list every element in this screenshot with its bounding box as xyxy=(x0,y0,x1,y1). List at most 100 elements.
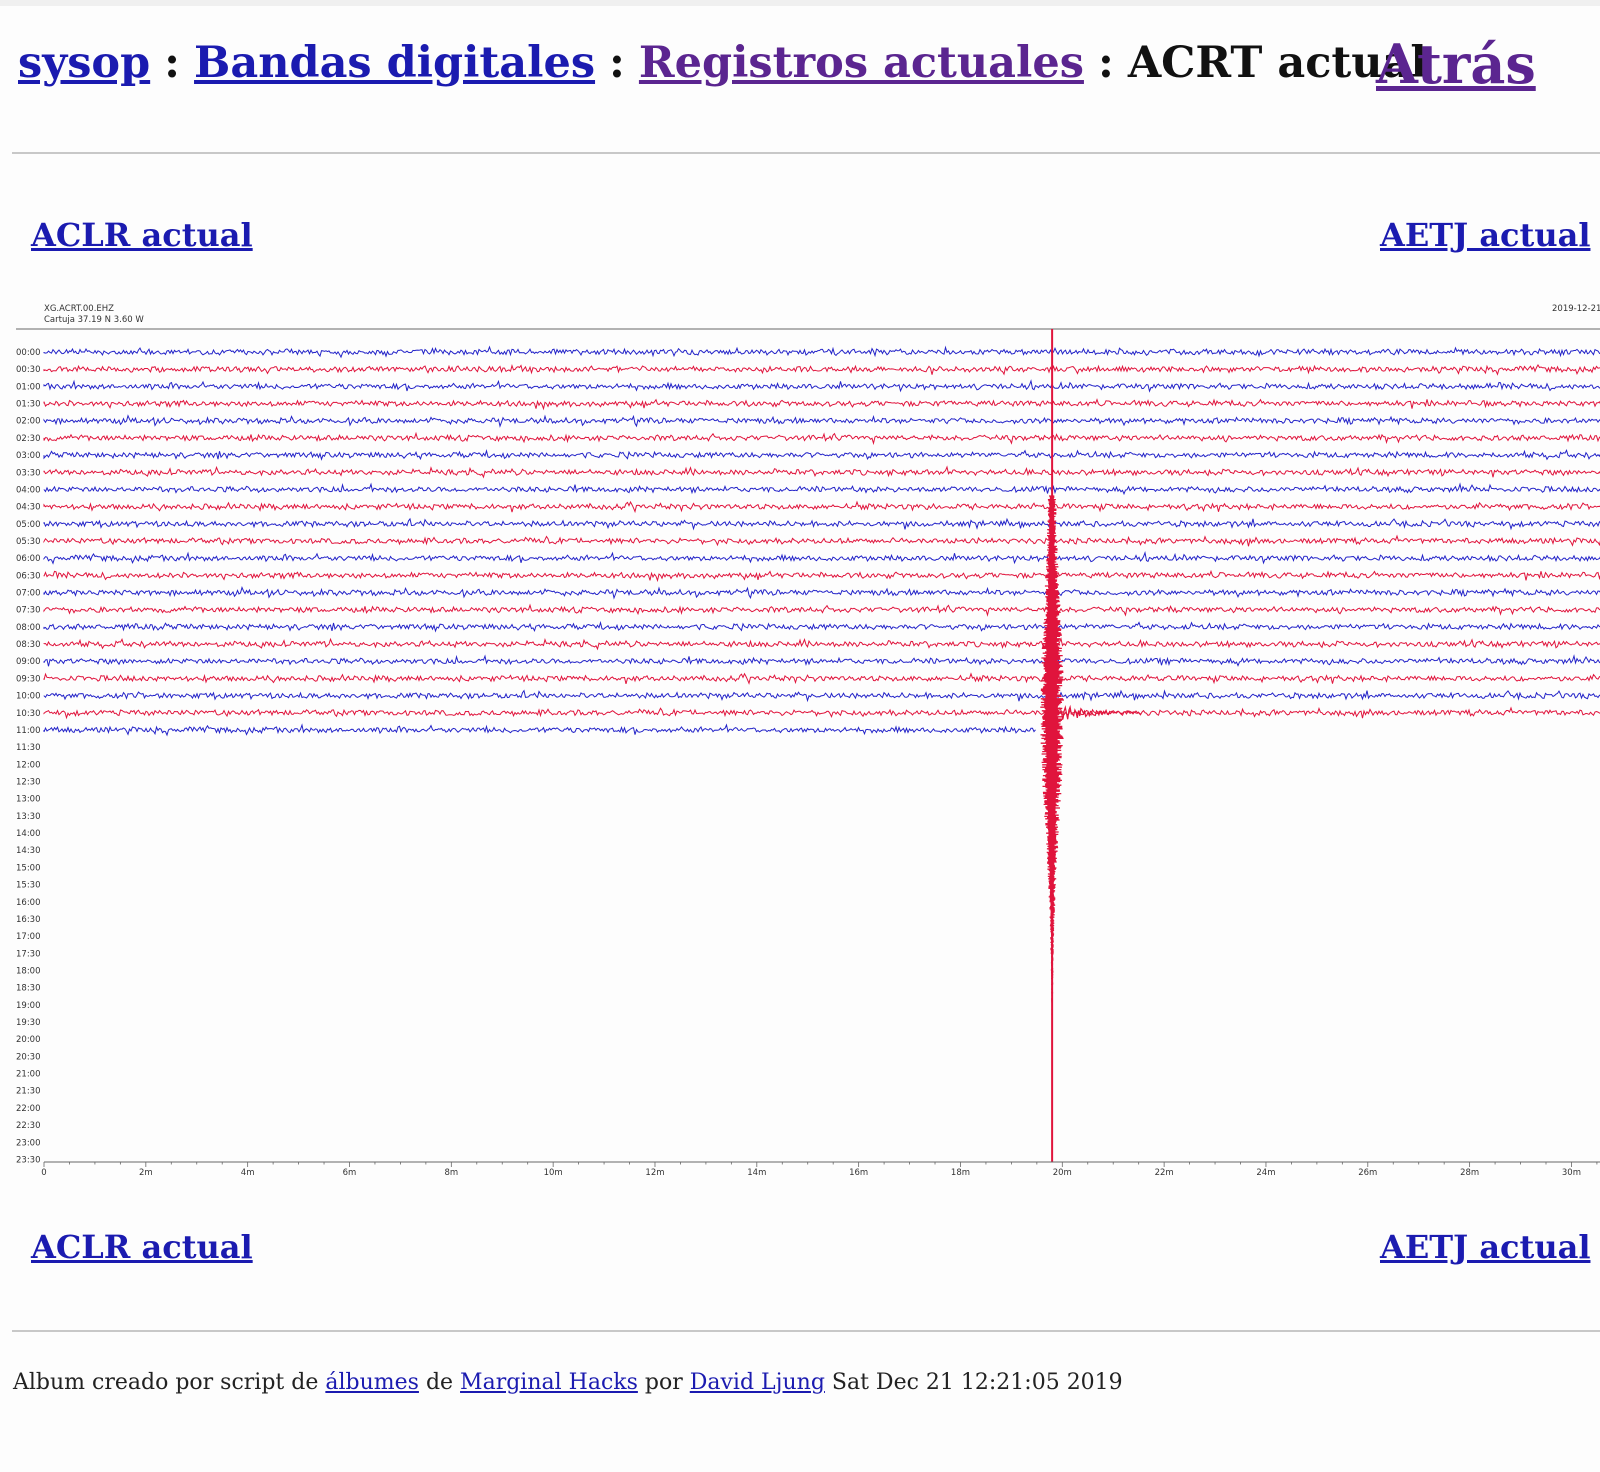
row-time-label: 14:30 xyxy=(16,846,41,856)
row-time-label: 20:00 xyxy=(16,1035,41,1045)
seismic-trace xyxy=(43,585,1600,600)
row-time-label: 10:30 xyxy=(16,709,41,719)
earthquake-signal xyxy=(1040,495,1064,1119)
seismic-trace xyxy=(43,482,1600,496)
row-time-label: 11:30 xyxy=(16,743,41,753)
prev-image-link[interactable]: ACLR actual xyxy=(31,216,253,254)
seismic-trace xyxy=(43,465,1600,479)
next-image-link-bottom[interactable]: AETJ actual xyxy=(1380,1228,1591,1266)
row-time-label: 05:00 xyxy=(16,520,41,530)
prev-image-link-bottom[interactable]: ACLR actual xyxy=(31,1228,253,1266)
seismic-trace xyxy=(43,398,1600,411)
row-time-label: 02:00 xyxy=(16,417,41,427)
x-tick-label: 12m xyxy=(645,1168,664,1178)
albums-link[interactable]: álbumes xyxy=(325,1370,419,1395)
row-time-label: 00:30 xyxy=(16,365,41,375)
breadcrumb-separator: : xyxy=(609,38,625,88)
seismic-trace xyxy=(43,448,1600,461)
row-time-label: 06:00 xyxy=(16,554,41,564)
top-bar xyxy=(0,0,1600,6)
row-time-label: 08:00 xyxy=(16,623,41,633)
row-time-label: 22:00 xyxy=(16,1104,41,1114)
page-title: ACRT actual xyxy=(1127,38,1427,88)
row-time-label: 06:30 xyxy=(16,571,41,581)
row-time-label: 05:30 xyxy=(16,537,41,547)
row-time-label: 15:30 xyxy=(16,881,41,891)
row-time-label: 23:30 xyxy=(16,1155,41,1165)
marginal-hacks-link[interactable]: Marginal Hacks xyxy=(460,1370,638,1395)
footer: Album creado por script de álbumes de Ma… xyxy=(13,1370,1123,1395)
row-time-label: 07:30 xyxy=(16,606,41,616)
row-time-label: 11:00 xyxy=(16,726,41,736)
row-time-label: 03:30 xyxy=(16,468,41,478)
row-time-label: 07:00 xyxy=(16,589,41,599)
footer-text: de xyxy=(425,1370,454,1395)
x-tick-label: 22m xyxy=(1155,1168,1174,1178)
footer-text: por xyxy=(644,1370,683,1395)
seismic-trace xyxy=(43,431,1600,446)
next-image-link[interactable]: AETJ actual xyxy=(1380,216,1591,254)
x-tick-label: 18m xyxy=(951,1168,970,1178)
x-tick-label: 14m xyxy=(747,1168,766,1178)
breadcrumb-separator: : xyxy=(164,38,181,88)
row-time-label: 14:00 xyxy=(16,829,41,839)
row-time-label: 23:00 xyxy=(16,1138,41,1148)
x-tick-label: 24m xyxy=(1256,1168,1275,1178)
seismic-trace xyxy=(43,620,1600,633)
seismic-trace xyxy=(43,723,1036,737)
back-link[interactable]: Atrás xyxy=(1376,32,1536,96)
x-tick-label: 28m xyxy=(1460,1168,1479,1178)
footer-text: Album creado por script de xyxy=(13,1370,319,1395)
row-time-label: 01:00 xyxy=(16,382,41,392)
row-time-label: 18:30 xyxy=(16,984,41,994)
row-time-label: 12:00 xyxy=(16,760,41,770)
divider xyxy=(12,152,1600,154)
seismic-trace xyxy=(43,345,1600,359)
seismic-trace xyxy=(43,603,1600,617)
x-tick-label: 6m xyxy=(343,1168,357,1178)
row-time-label: 01:30 xyxy=(16,400,41,410)
row-time-label: 21:00 xyxy=(16,1070,41,1080)
seismic-trace xyxy=(43,689,1600,703)
seismic-trace xyxy=(43,364,1600,376)
author-link[interactable]: David Ljung xyxy=(689,1370,825,1395)
x-tick-label: 20m xyxy=(1053,1168,1072,1178)
row-time-label: 20:30 xyxy=(16,1052,41,1062)
seismic-trace xyxy=(43,500,1600,514)
breadcrumb-separator: : xyxy=(1097,38,1114,88)
row-time-label: 17:30 xyxy=(16,949,41,959)
row-time-label: 09:00 xyxy=(16,657,41,667)
earthquake-coda xyxy=(1051,704,1141,725)
divider xyxy=(12,1330,1600,1332)
row-time-label: 21:30 xyxy=(16,1087,41,1097)
row-time-label: 15:00 xyxy=(16,863,41,873)
row-time-label: 19:00 xyxy=(16,1001,41,1011)
breadcrumb-link-bandas-digitales[interactable]: Bandas digitales xyxy=(194,38,596,88)
row-time-label: 00:00 xyxy=(16,348,41,358)
x-tick-label: 2m xyxy=(139,1168,153,1178)
row-time-label: 16:00 xyxy=(16,898,41,908)
helicorder-image[interactable]: XG.ACRT.00.EHZ Cartuja 37.19 N 3.60 W 2019… xyxy=(0,296,1600,1196)
row-time-label: 18:00 xyxy=(16,966,41,976)
seismic-trace xyxy=(43,672,1600,685)
breadcrumb: sysop: Bandas digitales: Registros actuale… xyxy=(18,38,1427,88)
row-time-label: 02:30 xyxy=(16,434,41,444)
row-time-label: 04:00 xyxy=(16,485,41,495)
row-time-label: 16:30 xyxy=(16,915,41,925)
row-time-label: 19:30 xyxy=(16,1018,41,1028)
seismic-trace xyxy=(43,414,1600,428)
seismic-trace xyxy=(43,654,1600,667)
row-time-label: 13:30 xyxy=(16,812,41,822)
x-tick-label: 4m xyxy=(241,1168,255,1178)
seismic-trace xyxy=(43,534,1600,547)
x-tick-label: 16m xyxy=(849,1168,868,1178)
row-time-label: 09:30 xyxy=(16,674,41,684)
breadcrumb-link-registros-actuales[interactable]: Registros actuales xyxy=(638,38,1084,88)
plot-date: 2019-12-21 xyxy=(1552,304,1600,314)
seismic-trace xyxy=(43,637,1600,651)
row-time-label: 10:00 xyxy=(16,692,41,702)
row-time-label: 17:00 xyxy=(16,932,41,942)
breadcrumb-link-sysop[interactable]: sysop xyxy=(18,38,151,88)
x-tick-label: 8m xyxy=(444,1168,458,1178)
